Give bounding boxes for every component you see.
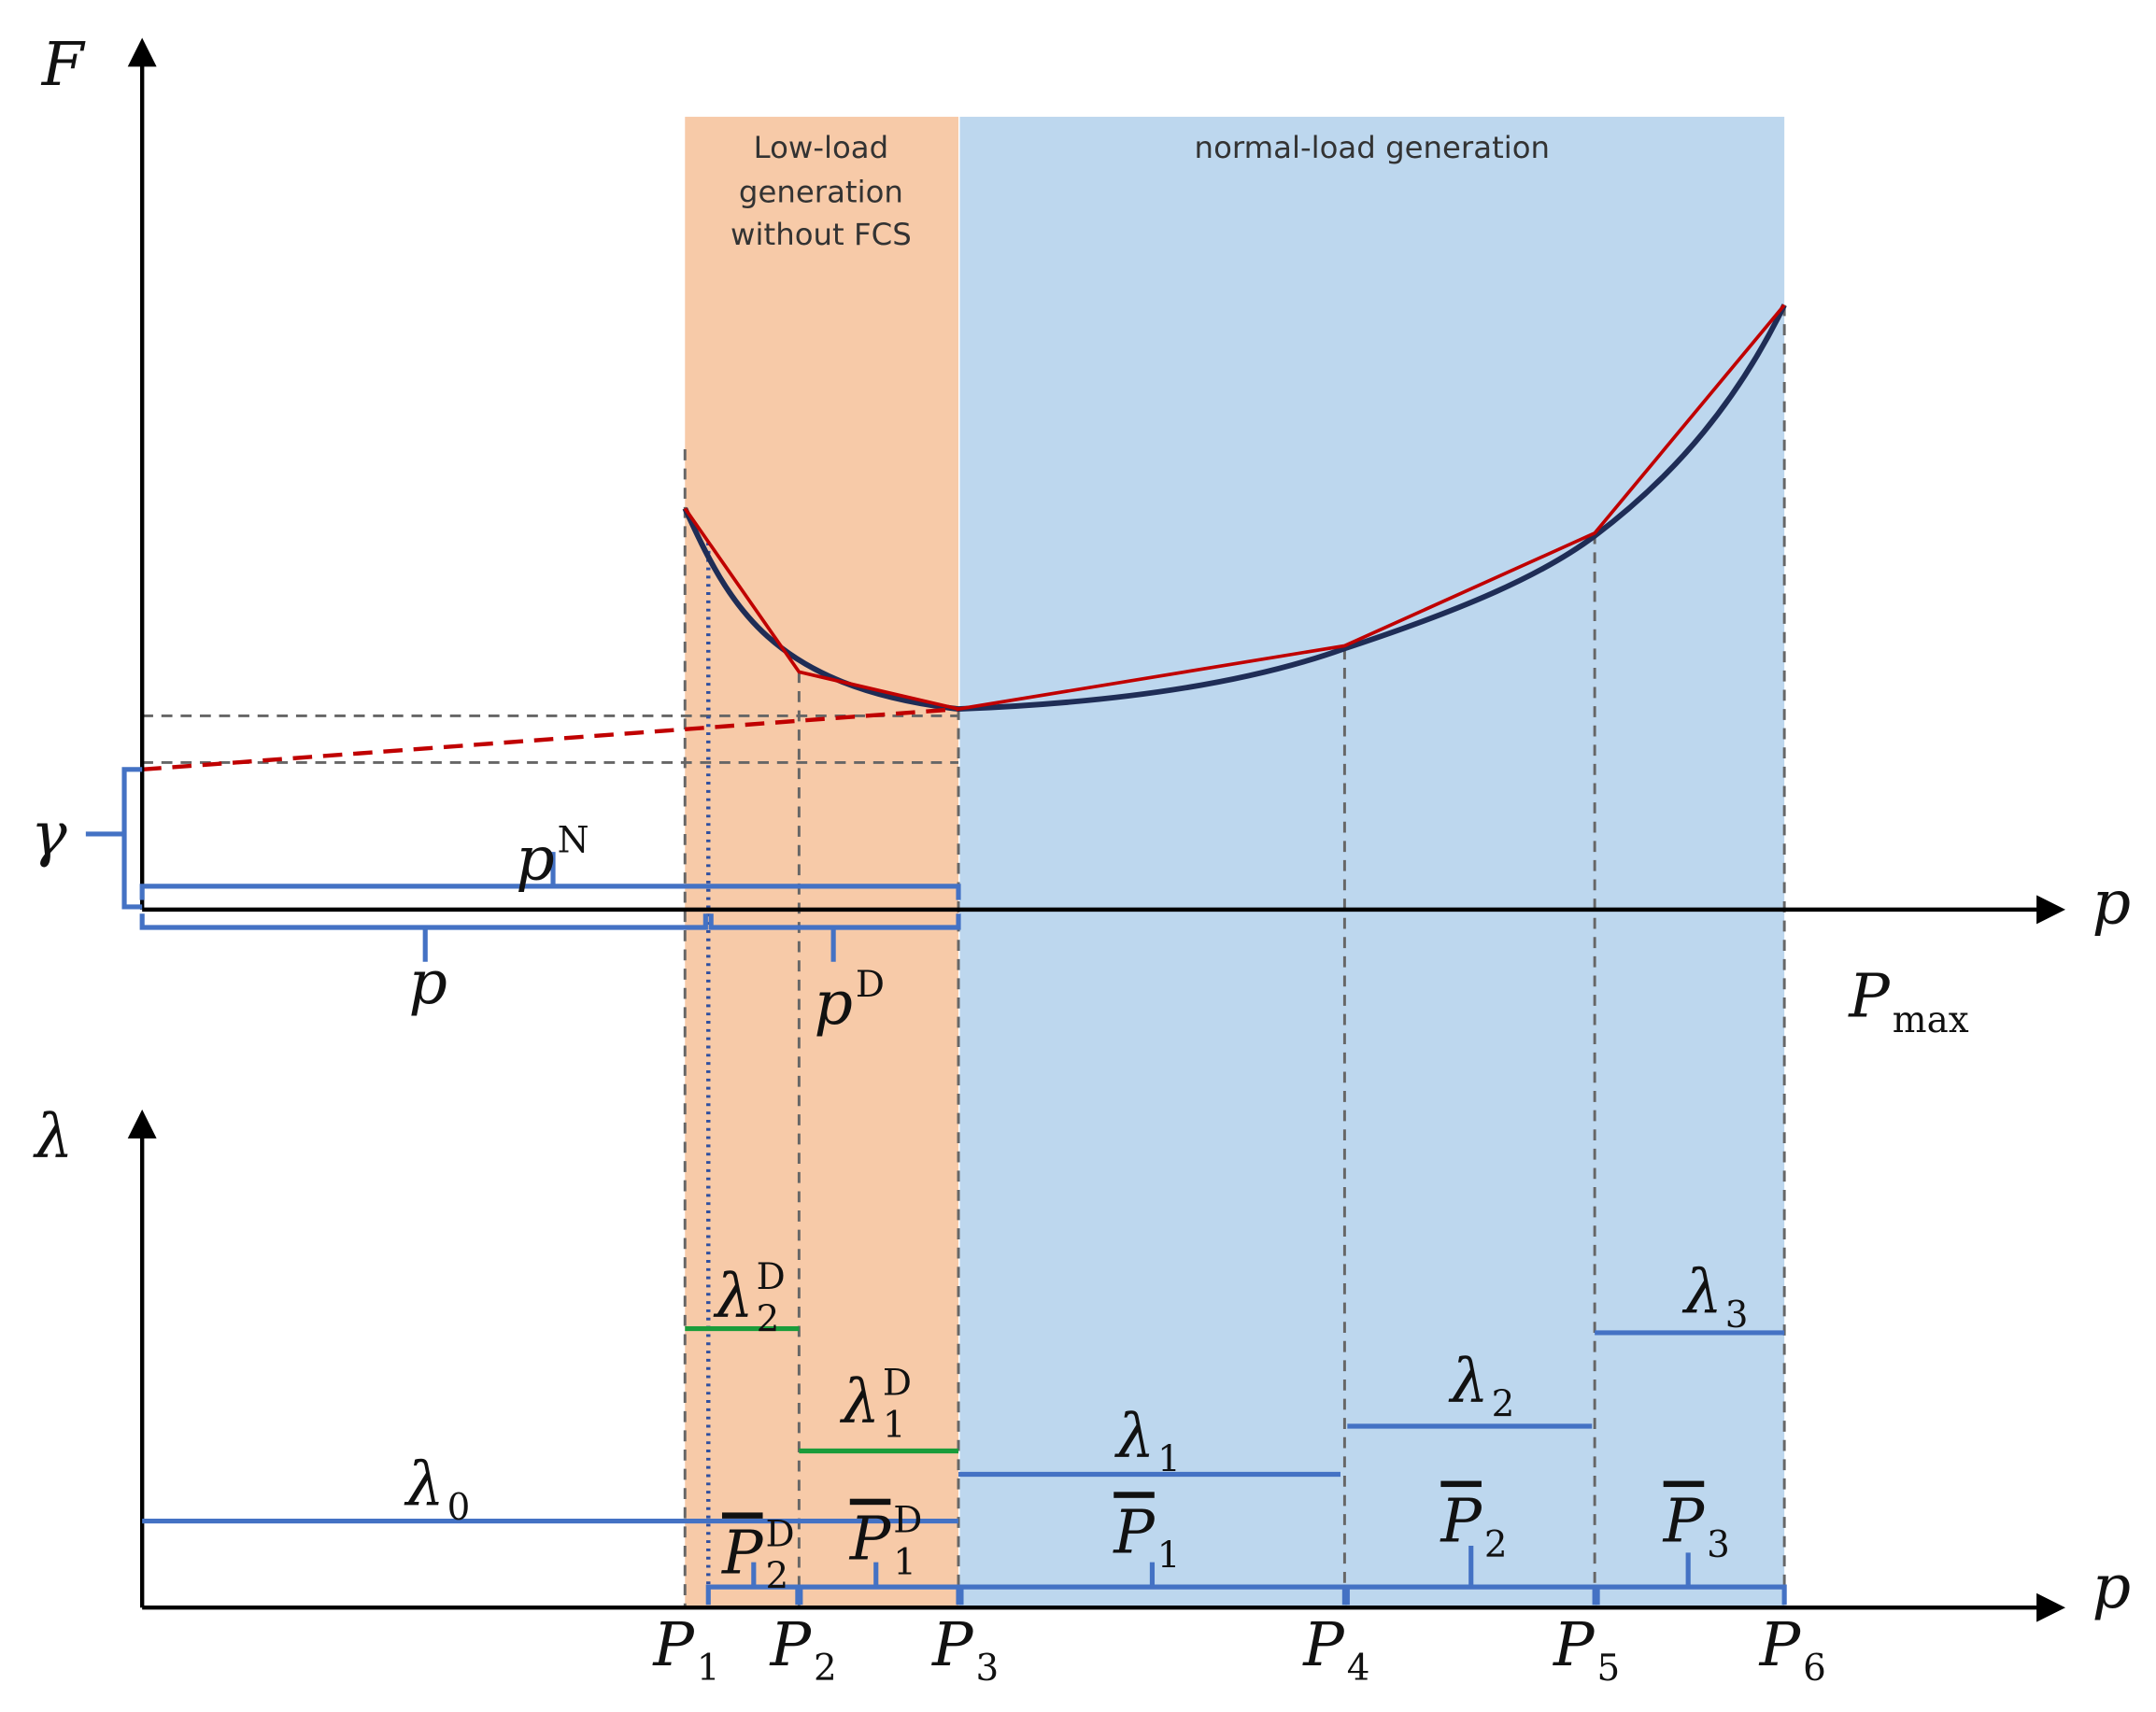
math-sub: 3 bbox=[976, 1648, 1000, 1690]
math-label: P bbox=[1759, 1610, 1802, 1680]
math-sub: 3 bbox=[1707, 1524, 1730, 1566]
math-label: p bbox=[516, 825, 554, 895]
math-label: P bbox=[1113, 1497, 1156, 1567]
math-sup: D bbox=[856, 964, 885, 1006]
math-sup: D bbox=[765, 1513, 794, 1555]
axis-label: p bbox=[2092, 1552, 2131, 1622]
math-sub: 6 bbox=[1803, 1648, 1826, 1690]
math-sup: D bbox=[757, 1256, 786, 1298]
math-label: P bbox=[652, 1610, 695, 1680]
math-label: γ bbox=[31, 799, 67, 870]
math-label: λ bbox=[1448, 1347, 1489, 1417]
math-label: p bbox=[409, 948, 447, 1018]
region-label: Low-load bbox=[754, 130, 889, 165]
math-sub: 1 bbox=[883, 1405, 906, 1447]
math-sub: max bbox=[1893, 999, 1969, 1041]
region-label: without FCS bbox=[730, 217, 912, 252]
math-sub: 2 bbox=[765, 1556, 788, 1598]
math-sup: D bbox=[893, 1500, 922, 1542]
math-sup: D bbox=[883, 1362, 912, 1404]
math-sup: N bbox=[558, 819, 589, 861]
axes bbox=[127, 37, 2065, 1622]
math-sub: 2 bbox=[1492, 1384, 1515, 1426]
math-sub: 0 bbox=[447, 1487, 471, 1529]
math-label: P bbox=[931, 1610, 974, 1680]
math-label: λ bbox=[404, 1450, 445, 1520]
axis-label: F bbox=[41, 30, 86, 100]
math-sub: 1 bbox=[697, 1648, 720, 1690]
low-load-region bbox=[685, 117, 959, 1608]
math-sub: 4 bbox=[1347, 1648, 1370, 1690]
math-sub: 1 bbox=[893, 1542, 916, 1584]
math-label: P bbox=[1848, 962, 1891, 1032]
axis-label: p bbox=[2092, 869, 2131, 939]
math-sub: 2 bbox=[757, 1299, 780, 1341]
math-label: λ bbox=[1681, 1257, 1723, 1327]
math-sub: 3 bbox=[1725, 1295, 1749, 1337]
region-label: generation bbox=[739, 174, 903, 209]
math-sub: 1 bbox=[1157, 1535, 1181, 1578]
math-label: λ bbox=[1113, 1401, 1155, 1471]
guides bbox=[142, 304, 1786, 1608]
math-label: P bbox=[1663, 1487, 1706, 1557]
math-sub: 2 bbox=[1484, 1524, 1508, 1566]
math-label: λ bbox=[839, 1367, 880, 1437]
math-label: λ bbox=[713, 1261, 754, 1331]
math-label: P bbox=[1553, 1610, 1596, 1680]
axis-label: λ bbox=[32, 1102, 73, 1172]
math-label: P bbox=[721, 1518, 764, 1588]
braces bbox=[85, 767, 1787, 1606]
math-label: p bbox=[815, 969, 853, 1039]
math-sub: 1 bbox=[1157, 1439, 1181, 1481]
math-label: P bbox=[1440, 1487, 1482, 1557]
curves bbox=[142, 304, 1787, 772]
normal-load-region bbox=[959, 117, 1785, 1608]
math-label: P bbox=[1302, 1610, 1345, 1680]
labels: Low-load generation without FCS normal-load… bbox=[31, 30, 2131, 1690]
math-label: P bbox=[769, 1610, 812, 1680]
math-sub: 2 bbox=[814, 1648, 837, 1690]
math-sub: 5 bbox=[1596, 1648, 1620, 1690]
region-label: normal-load generation bbox=[1195, 130, 1551, 165]
level-lines bbox=[142, 1325, 1785, 1524]
math-label: P bbox=[849, 1505, 892, 1575]
